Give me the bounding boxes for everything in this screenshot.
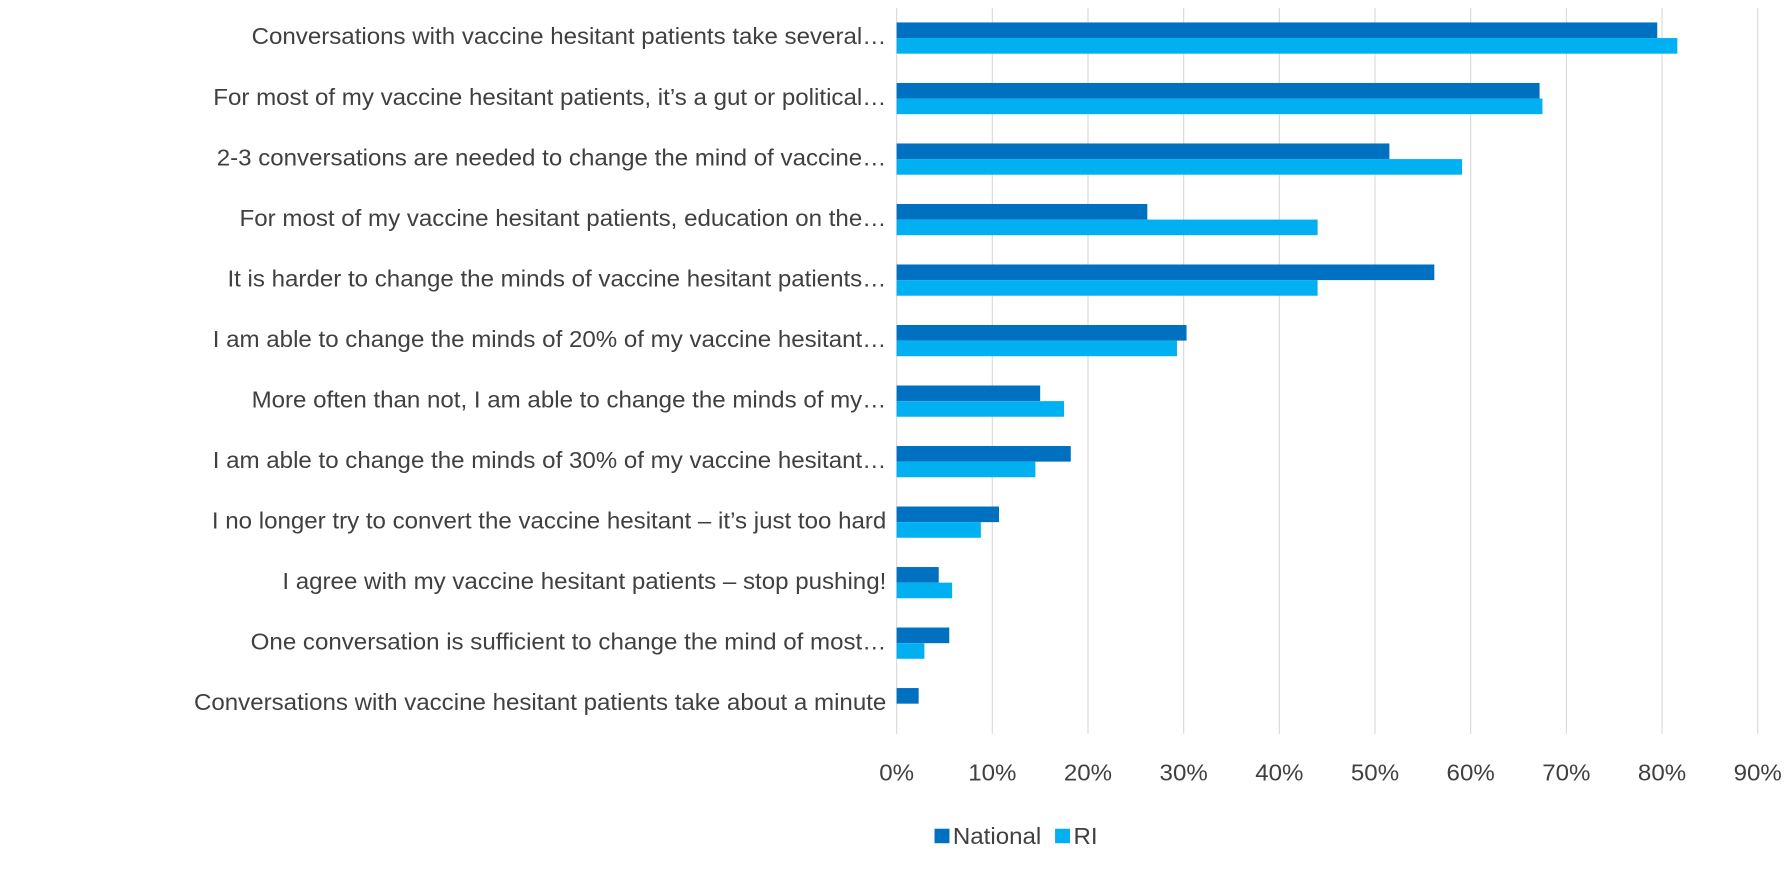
bar <box>896 98 1543 115</box>
y-tick-label: I am able to change the minds of 30% of … <box>213 447 887 474</box>
legend-label: RI <box>1073 823 1097 850</box>
bar <box>896 567 939 583</box>
bar <box>896 203 1148 220</box>
y-tick-label: It is harder to change the minds of vacc… <box>227 266 886 293</box>
bar <box>896 219 1318 236</box>
y-tick-label: For most of my vaccine hesitant patients… <box>240 205 887 232</box>
legend-label: National <box>953 823 1041 850</box>
bar <box>896 143 1390 160</box>
bar <box>896 82 1540 99</box>
x-tick-label: 0% <box>879 760 914 787</box>
x-tick-label: 50% <box>1351 760 1399 787</box>
bar <box>896 159 1463 175</box>
y-tick-label: I no longer try to convert the vaccine h… <box>212 508 886 535</box>
bar <box>896 22 1658 39</box>
x-tick-label: 30% <box>1160 760 1208 787</box>
bar <box>896 506 1000 523</box>
x-tick-label: 80% <box>1638 760 1686 787</box>
x-tick-label: 10% <box>968 760 1016 787</box>
y-tick-label: I am able to change the minds of 20% of … <box>213 326 887 353</box>
legend-swatch <box>1055 828 1070 844</box>
y-tick-label: I agree with my vaccine hesitant patient… <box>282 568 886 595</box>
bar <box>896 264 1435 281</box>
bar <box>896 280 1318 296</box>
y-tick-label: Conversations with vaccine hesitant pati… <box>194 689 886 716</box>
x-tick-label: 70% <box>1542 760 1590 787</box>
y-tick-label: Conversations with vaccine hesitant pati… <box>252 24 887 51</box>
legend-swatch <box>934 828 950 844</box>
bar <box>896 401 1065 417</box>
y-tick-label: For most of my vaccine hesitant patients… <box>213 84 886 111</box>
x-tick-label: 20% <box>1064 760 1112 787</box>
x-tick-label: 60% <box>1447 760 1495 787</box>
bar <box>896 643 925 659</box>
x-tick-label: 90% <box>1734 760 1782 787</box>
bar <box>896 446 1071 462</box>
bar <box>896 627 950 644</box>
y-tick-label: One conversation is sufficient to change… <box>251 629 887 656</box>
bar <box>896 522 981 538</box>
bar <box>896 688 919 704</box>
x-tick-label: 40% <box>1255 760 1303 787</box>
y-tick-label: 2-3 conversations are needed to change t… <box>217 145 887 172</box>
bar <box>896 385 1041 402</box>
bar <box>896 340 1177 357</box>
bar <box>896 324 1187 341</box>
y-tick-label: More often than not, I am able to change… <box>252 387 887 414</box>
bar <box>896 461 1036 478</box>
bar <box>896 582 953 599</box>
bar <box>896 38 1678 54</box>
